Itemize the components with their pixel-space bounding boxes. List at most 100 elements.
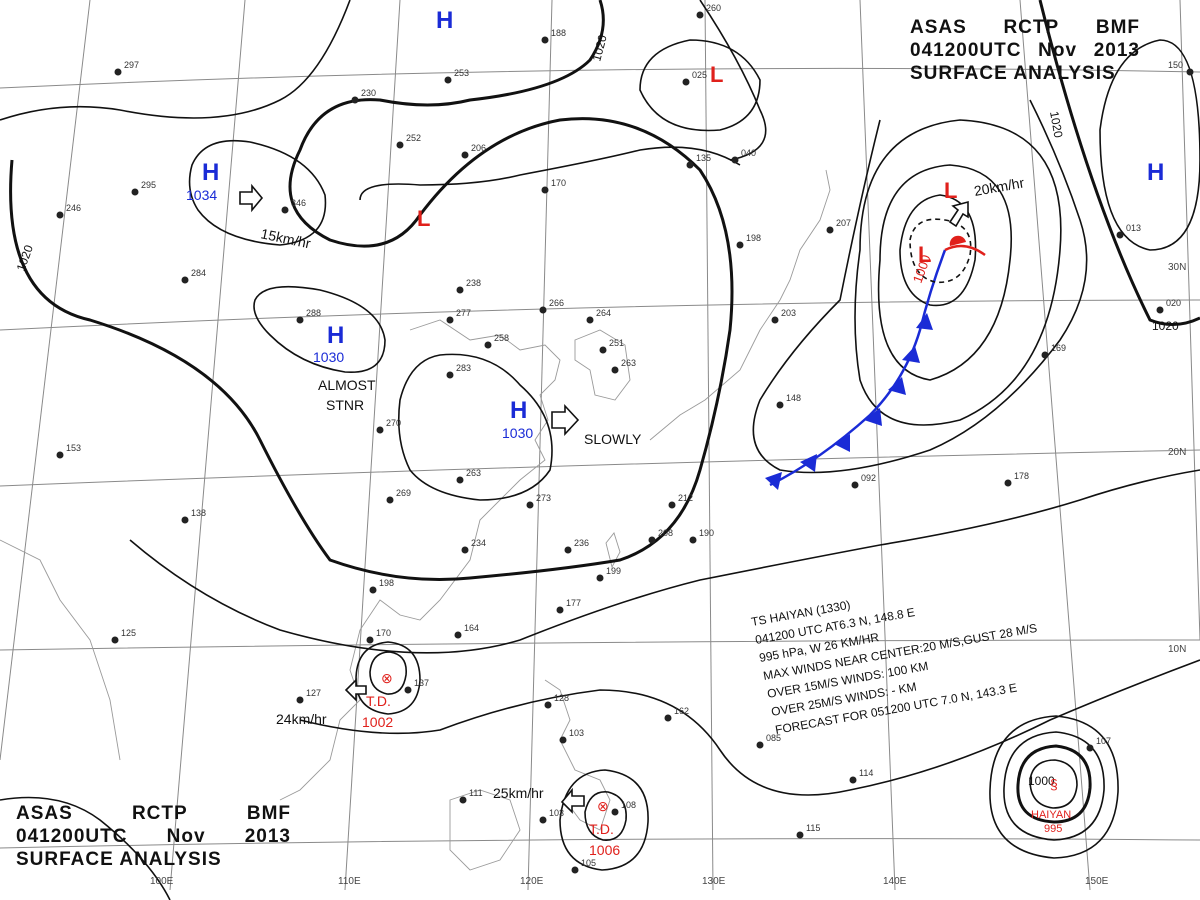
station-pressure-value: 297 [124, 60, 139, 70]
meridian-100e [169, 0, 246, 891]
isobar-haiyan-4 [989, 715, 1119, 859]
station-pressure-value: 346 [291, 198, 306, 208]
station-pressure-value: 273 [536, 493, 551, 503]
header-agency: ASAS [910, 17, 967, 38]
station-pressure-value: 137 [414, 678, 429, 688]
station-pressure-value: 288 [306, 308, 321, 318]
cold-front [765, 218, 986, 490]
lon-label: 140E [883, 876, 907, 887]
lon-label: 130E [702, 876, 726, 887]
warm-front-bump [949, 235, 966, 246]
forecast-track-dashed [909, 218, 972, 284]
typhoon-name: HAIYAN [1031, 809, 1071, 821]
station-pressure-value: 103 [569, 728, 584, 738]
isobar-north-outer [699, 0, 767, 161]
header-agency-row: ASAS RCTP BMF [910, 16, 1140, 39]
isobar-low-inner [899, 194, 977, 307]
footer-agency: ASAS [16, 803, 73, 824]
lat-label: 30N [1168, 262, 1186, 273]
high-pressure: 1030 [502, 425, 533, 441]
isobar-td1-inner [369, 651, 407, 695]
coastline [0, 169, 831, 871]
isobar-label: 1020 [1152, 319, 1179, 333]
station-pressure-value: 188 [551, 28, 566, 38]
isobar-1034-ring [188, 139, 327, 246]
footer-agency: RCTP [131, 803, 188, 824]
footer-time: 041200UTC [16, 826, 128, 847]
station-pressure-value: 020 [1166, 298, 1181, 308]
station-pressure-value: 283 [456, 363, 471, 373]
station-pressure-value: 270 [386, 418, 401, 428]
footer-product: SURFACE ANALYSIS [16, 849, 222, 870]
station-pressure-value: 266 [549, 298, 564, 308]
isobar-haiyan-2 [1016, 744, 1092, 824]
high-pressure-centers: H 1034 H 1030 H 1030 H H [186, 7, 1164, 441]
station-pressure-value: 170 [551, 178, 566, 188]
high-symbol: H [436, 7, 453, 34]
isobar-td2-inner [584, 791, 627, 841]
lon-label: 110E [338, 876, 361, 887]
isobar-1030-cell [253, 285, 386, 373]
header-time: 041200UTC [910, 40, 1022, 61]
isobar-1020-east [1038, 0, 1200, 326]
station-pressure-value: 108 [621, 800, 636, 810]
meridian-130e [704, 0, 714, 891]
coast-taiwan [605, 532, 621, 569]
motion-note: STNR [326, 397, 364, 413]
isobar-label: 1020 [589, 33, 610, 63]
station-pressure-value: 203 [781, 308, 796, 318]
parallel-10n [0, 639, 1200, 651]
station-pressure-value: 115 [806, 823, 820, 833]
motion-speed: 24km/hr [276, 711, 327, 727]
motion-speed: 25km/hr [493, 785, 544, 801]
footer-time-row: 041200UTC Nov 2013 [16, 825, 291, 848]
station-pressure-value: 150 [1168, 60, 1183, 70]
footer-time: 2013 [244, 826, 291, 847]
isobar-north-ring [639, 39, 761, 132]
isobar-value-labels: 1020 1020 1020 1020 1000 [14, 33, 1179, 788]
station-pressure-value: 263 [621, 358, 636, 368]
meridian-120e [527, 0, 553, 891]
footer-agency-row: ASAS RCTP BMF [16, 802, 291, 825]
station-pressure-value: 092 [861, 473, 876, 483]
lon-label: 100E [150, 876, 174, 887]
meridian-90e [0, 0, 91, 761]
isobar-label: 1000 [1028, 774, 1055, 788]
lon-label: 150E [1085, 876, 1109, 887]
td-label: T.D. [589, 821, 614, 837]
meridian-160e [1179, 0, 1200, 641]
tropical-depressions: ⊗ T.D. 1002 ⊗ T.D. 1006 [362, 670, 620, 858]
low-symbol: L [918, 242, 931, 267]
arrow-east-icon [551, 403, 580, 437]
station-pressure-value: 170 [376, 628, 391, 638]
isobar-low-wide [752, 99, 1088, 474]
station-pressure-value: 234 [471, 538, 486, 548]
lat-label: 10N [1168, 644, 1186, 655]
typhoon-pressure: 995 [1044, 823, 1062, 835]
isobar-mid-long [129, 469, 1200, 654]
coast-philippines [544, 679, 611, 831]
station-pressure-value: 264 [596, 308, 611, 318]
station-pressure-value: 206 [471, 143, 486, 153]
td-label: T.D. [366, 693, 391, 709]
front-triangle [765, 472, 782, 490]
meridian-150e [1019, 0, 1091, 891]
low-symbol: L [944, 178, 957, 203]
coast-borneo [449, 789, 521, 871]
header-time: Nov [1038, 40, 1078, 61]
lat-label: 20N [1168, 447, 1186, 458]
motion-note: SLOWLY [584, 431, 642, 447]
front-triangle [864, 408, 882, 426]
station-pressure-value: 040 [741, 148, 756, 158]
td-symbol-icon: ⊗ [597, 798, 609, 814]
station-pressure-value: 178 [1014, 471, 1029, 481]
station-pressure-value: 103 [549, 808, 564, 818]
header-time-row: 041200UTC Nov 2013 [910, 39, 1140, 62]
isobar-td2-outer [559, 769, 649, 871]
isobar-td1-outer [355, 641, 421, 715]
grid-labels: 30N 20N 10N 100E 110E 120E 130E 140E 150… [150, 262, 1186, 887]
parallel-30n [0, 299, 1200, 331]
station-pressure-value: 125 [121, 628, 136, 638]
high-symbol: H [202, 159, 219, 186]
